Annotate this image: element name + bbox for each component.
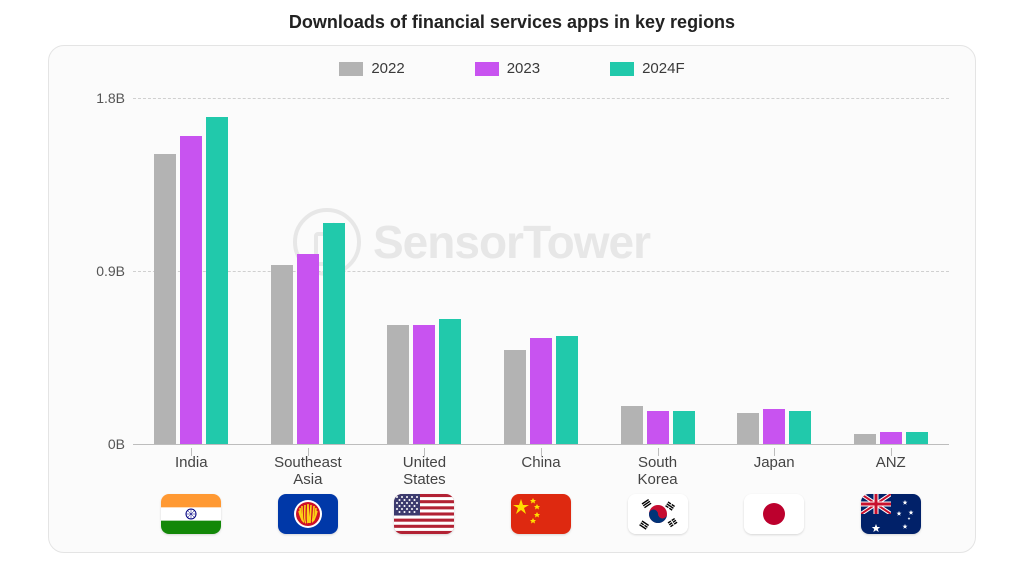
watermark-text: SensorTower [373, 215, 650, 269]
bar [880, 432, 902, 444]
plot-area: SensorTower 0B0.9B1.8B [133, 98, 949, 445]
legend-label: 2023 [507, 60, 540, 77]
x-axis-label: South Korea [638, 454, 678, 489]
bar [271, 265, 293, 444]
bar [906, 432, 928, 444]
legend: 2022 2023 2024F [49, 60, 975, 77]
x-axis-label: China [521, 454, 560, 471]
bar [621, 406, 643, 444]
legend-label: 2022 [371, 60, 404, 77]
bar [737, 413, 759, 444]
bar [763, 409, 785, 444]
bar-group [154, 117, 228, 444]
legend-item: 2022 [339, 60, 404, 77]
bar [439, 319, 461, 444]
gridline [133, 271, 949, 272]
bar [673, 411, 695, 444]
bar-group [387, 319, 461, 444]
chart-panel: 202220232024F SensorTower 0B0.9B1.8B Ind… [48, 45, 976, 553]
japan-flag-icon [744, 494, 804, 534]
bar [323, 223, 345, 444]
legend-swatch [610, 62, 634, 76]
legend-item: 2024F [610, 60, 685, 77]
australia-flag-icon [861, 494, 921, 534]
bar [206, 117, 228, 444]
bar [504, 350, 526, 444]
bar-group [854, 432, 928, 444]
legend-swatch [339, 62, 363, 76]
korea-flag-icon [628, 494, 688, 534]
x-axis-label: ANZ [876, 454, 906, 471]
bar-group [737, 409, 811, 444]
legend-label: 2024F [642, 60, 685, 77]
india-flag-icon [161, 494, 221, 534]
chart-title: Downloads of financial services apps in … [0, 0, 1024, 33]
bar [180, 136, 202, 444]
x-axis-label: United States [403, 454, 446, 489]
x-axis-label: India [175, 454, 208, 471]
x-axis-labels: India Southeast Asia United States China Sou… [133, 448, 949, 488]
bar [530, 338, 552, 444]
bar [854, 434, 876, 444]
china-flag-icon [511, 494, 571, 534]
bar-group [271, 223, 345, 444]
bar-group [621, 406, 695, 444]
y-axis-label: 1.8B [77, 90, 125, 106]
bar [387, 325, 409, 444]
y-axis-label: 0B [77, 436, 125, 452]
x-axis-label: Southeast Asia [274, 454, 342, 489]
x-axis-label: Japan [754, 454, 795, 471]
bar [647, 411, 669, 444]
bar [154, 154, 176, 444]
bar [297, 254, 319, 444]
bar [413, 325, 435, 444]
legend-swatch [475, 62, 499, 76]
watermark: SensorTower [293, 208, 650, 276]
asean-flag-icon [278, 494, 338, 534]
flag-row [133, 494, 949, 540]
bar [789, 411, 811, 444]
y-axis-label: 0.9B [77, 263, 125, 279]
gridline [133, 98, 949, 99]
bar [556, 336, 578, 444]
legend-item: 2023 [475, 60, 540, 77]
usa-flag-icon [394, 494, 454, 534]
bar-group [504, 336, 578, 444]
